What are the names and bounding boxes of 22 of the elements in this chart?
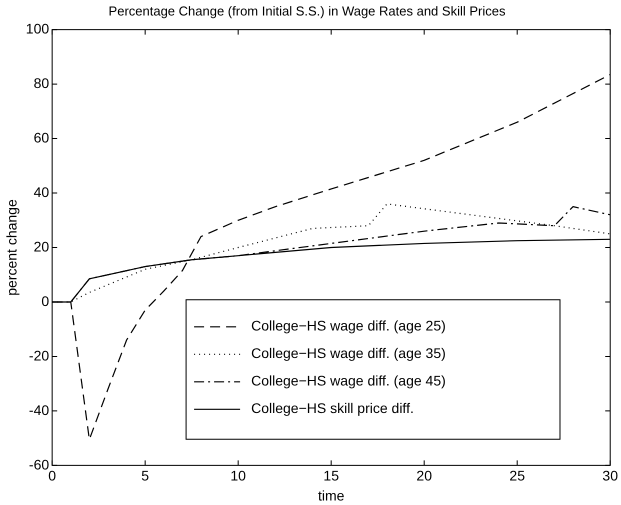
legend-label: College−HS wage diff. (age 35) [251,345,446,362]
y-tick-label: 20 [34,238,50,254]
x-axis-title: time [318,487,345,504]
y-tick-label: -20 [28,347,50,364]
y-tick-label: 0 [41,292,50,309]
legend-label: College−HS wage diff. (age 45) [251,372,446,389]
x-tick-label: 30 [602,468,618,484]
y-axis-title: percent change [3,199,20,296]
y-tick-label: 40 [34,184,50,200]
y-tick-label: 100 [26,20,50,36]
y-tick-label: 60 [34,129,50,146]
x-tick-label: 5 [141,468,150,484]
x-tick-label: 15 [323,468,340,484]
chart-title: Percentage Change (from Initial S.S.) in Wage Rates and Skill Prices [108,3,506,18]
y-tick-label: -60 [28,456,50,472]
x-tick-label: 25 [509,468,526,484]
x-tick-label: 10 [230,468,246,484]
y-tick-label: -40 [28,402,50,418]
legend-label: College−HS wage diff. (age 25) [251,318,446,334]
legend-label: College−HS skill price diff. [251,400,414,416]
y-tick-label: 80 [34,74,50,91]
x-tick-label: 20 [416,468,432,484]
